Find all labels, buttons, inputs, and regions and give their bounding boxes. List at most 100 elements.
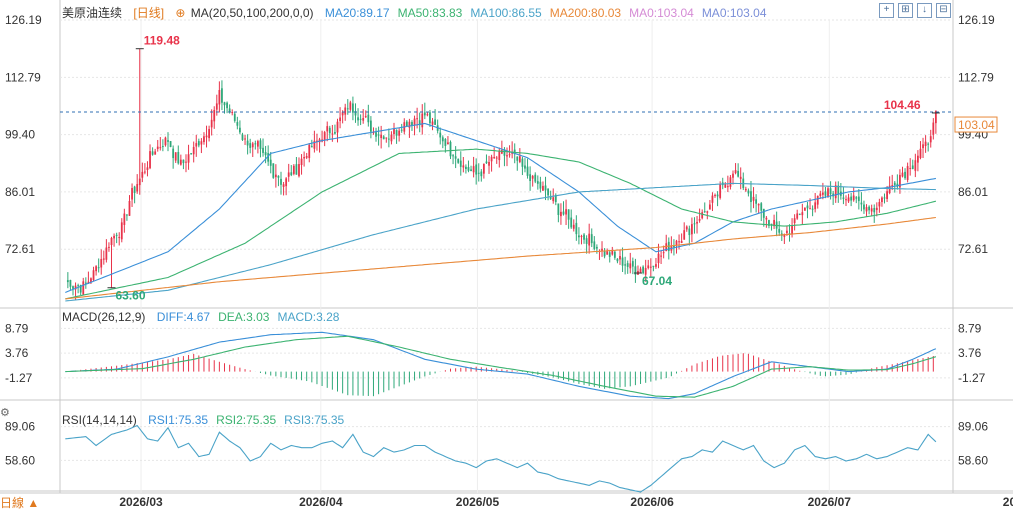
candle-body [405,121,408,127]
expand-icon[interactable]: ⊞ [898,3,913,18]
candle-body [714,194,716,196]
candle-body [462,165,465,168]
candle-body [282,184,285,187]
candle-body [783,234,786,237]
candle-body [339,117,341,122]
rsi-line [65,424,937,493]
macd-y-tick-right-2: -1.27 [958,371,986,385]
candle-body [870,208,873,212]
candle-body [708,204,711,210]
candle-body [218,90,221,105]
settings-icon[interactable]: ⚙ [0,407,10,419]
period-selector[interactable]: [日线] [133,6,165,20]
candle-body [616,258,619,262]
candle-body [863,204,865,210]
candle-body [447,142,449,145]
candle-body [280,178,282,185]
candle-body [816,196,819,205]
candle-body [313,140,316,149]
candle-body [264,152,267,156]
candle-body [685,226,688,230]
candle-body [531,175,534,179]
ma-label: MA(20,50,100,200,0,0) [190,6,314,20]
candle-body [210,119,213,128]
candle-body [354,111,357,116]
candle-body [387,138,390,140]
ma-line-ma100 [65,182,936,302]
candle-body [97,267,100,269]
period-footer-label[interactable]: 日線 ▲ [0,496,40,510]
candle-body [819,193,822,196]
candle-body [126,214,128,216]
candle-body [231,112,234,114]
candle-body [747,190,750,194]
y-tick-left-2: 99.40 [5,128,35,142]
candle-body [842,197,845,199]
candle-body [449,141,452,157]
candle-body [372,132,375,134]
collapse-icon[interactable]: ⊟ [936,3,951,18]
candle-body [151,151,154,155]
candle-body [691,224,693,235]
candle-body [518,156,521,163]
candle-body [562,211,565,215]
candle-body [506,155,508,157]
candle-body [426,114,429,116]
candle-body [236,122,239,126]
candle-body [801,212,804,216]
macd-value-1: DEA:3.03 [218,310,270,324]
ma-value-5: MA0:103.04 [701,6,767,20]
candle-body [788,233,791,235]
candle-body [911,165,914,170]
x-tick-4: 2026/07 [808,495,852,509]
candle-body [480,171,483,177]
candle-body [408,121,411,128]
candle-body [865,207,868,212]
candle-body [852,195,855,201]
ma-settings-icon[interactable]: ⊕ [175,6,186,20]
candle-body [197,141,200,146]
candle-body [821,192,824,195]
candle-body [493,157,496,159]
candle-body [909,167,912,169]
candle-body [495,157,498,159]
macd-y-tick-right-1: 3.76 [958,346,982,360]
candle-body [639,268,642,273]
candle-body [706,211,709,213]
candle-body [118,237,121,239]
candle-body [701,212,704,219]
candle-body [87,281,90,283]
down-arrow-icon[interactable]: ↓ [917,3,932,18]
candle-body [678,241,680,243]
candle-body [69,279,72,287]
candle-body [490,156,493,162]
candle-body [331,133,334,135]
candle-body [472,166,475,173]
candle-body [159,147,162,149]
candle-body [724,184,727,188]
plus-square-icon[interactable]: + [879,3,894,18]
candle-body [156,146,159,149]
candle-body [326,126,329,132]
candle-body [585,238,588,244]
main-legend: 美原油连续 [日线] ⊕ MA(20,50,100,200,0,0) MA20:… [62,4,783,21]
candle-body [246,140,249,146]
candle-body [254,143,257,145]
candle-body [334,132,336,134]
candle-body [683,230,686,240]
candle-body [102,258,105,260]
candle-body [850,196,853,201]
candle-body [164,137,167,146]
candle-body [904,171,906,179]
candle-body [413,118,416,125]
candle-body [588,233,591,246]
candle-body [644,268,647,275]
candle-body [200,141,203,145]
candle-body [680,241,683,243]
candle-body [262,147,264,153]
candle-body [203,136,205,143]
candle-body [693,223,696,225]
candle-body [554,194,557,203]
candle-body [655,264,657,267]
